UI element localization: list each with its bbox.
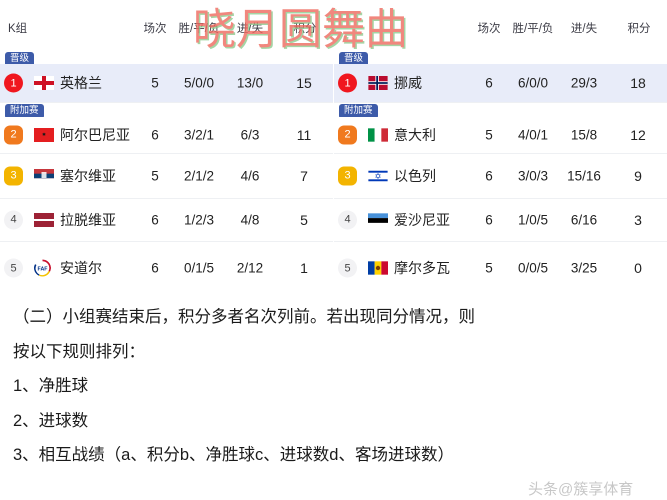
svg-text:FAF: FAF — [38, 267, 49, 273]
